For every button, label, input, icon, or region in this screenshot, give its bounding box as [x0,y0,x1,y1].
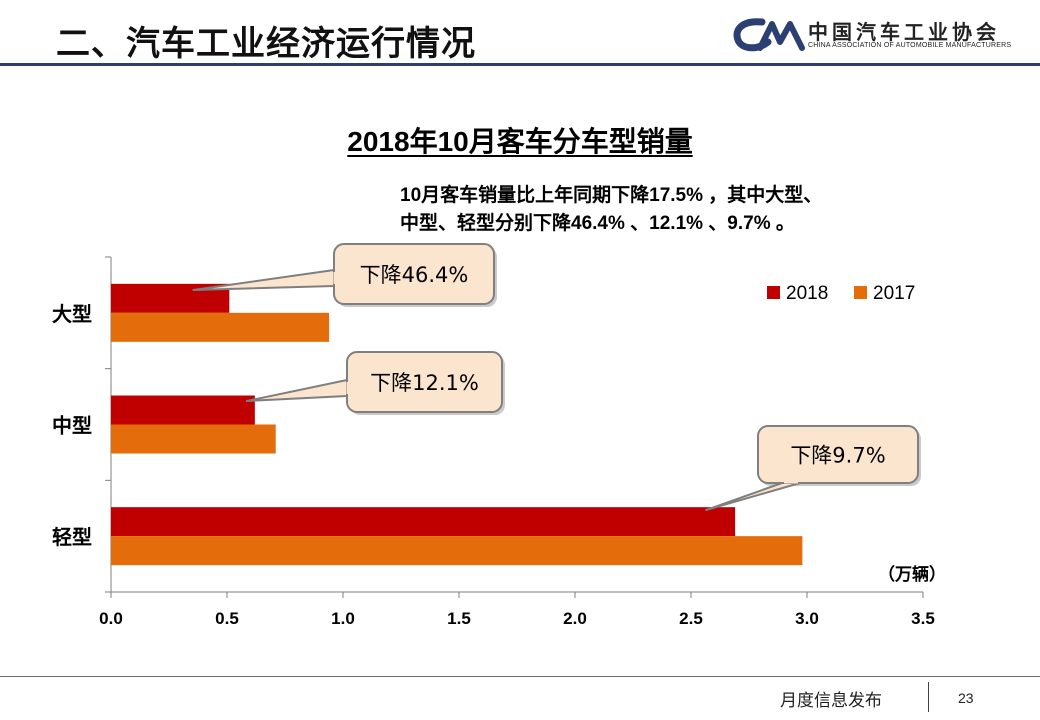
bar-2017 [111,424,276,454]
chart-title: 2018年10月客车分车型销量 [0,120,1040,160]
x-tick-label: 3.0 [795,609,819,628]
bar-2018 [111,395,255,425]
y-category-label: 大型 [52,302,92,326]
x-tick-label: 0.5 [215,609,239,628]
page-title: 二、汽车工业经济运行情况 [56,25,476,63]
x-tick-label: 3.5 [911,609,935,628]
unit-label: （万辆） [878,564,946,585]
callout-pointer [705,482,801,511]
legend-swatch-2018 [767,286,780,299]
header-divider [0,63,1040,66]
callout-box [757,425,919,484]
x-tick-label: 1.0 [331,609,355,628]
logo-chinese-text: 中国汽车工业协会 [808,22,1000,44]
description-line-1: 10月客车销量比上年同期下降17.5% ，其中大型、 [400,185,823,206]
caam-logo-icon [733,18,805,52]
callout-pointer [245,379,348,402]
x-tick-label: 1.5 [447,609,471,628]
footer-separator [928,682,929,712]
x-tick-label: 0.0 [99,609,123,628]
x-tick-label: 2.0 [563,609,587,628]
bar-2017 [111,536,803,566]
bar-2017 [111,312,330,342]
bar-2018 [111,507,736,537]
legend-label-2017: 2017 [873,283,915,304]
chart-title-text: 2018年10月客车分车型销量 [347,126,693,157]
description-line-2: 中型、轻型分别下降46.4% 、12.1% 、9.7% 。 [400,213,795,234]
logo-english-text: CHINA ASSOCIATION OF AUTOMOBILE MANUFACT… [808,42,1012,49]
callout-label: 下降12.1% [370,371,479,395]
legend-label-2018: 2018 [786,283,828,304]
callout-pointer [192,269,335,291]
legend-swatch-2017 [854,286,867,299]
callout-label: 下降46.4% [360,263,469,287]
page-number: 23 [958,690,974,706]
x-tick-label: 2.5 [679,609,703,628]
footer-label: 月度信息发布 [780,691,882,710]
chart-description: 10月客车销量比上年同期下降17.5% ，其中大型、 中型、轻型分别下降46.4… [400,182,960,238]
logo: 中国汽车工业协会 CHINA ASSOCIATION OF AUTOMOBILE… [732,14,1012,56]
callout-label: 下降9.7% [790,444,885,468]
y-category-label: 中型 [52,414,92,438]
footer-divider [0,676,1040,677]
y-category-label: 轻型 [52,525,92,549]
